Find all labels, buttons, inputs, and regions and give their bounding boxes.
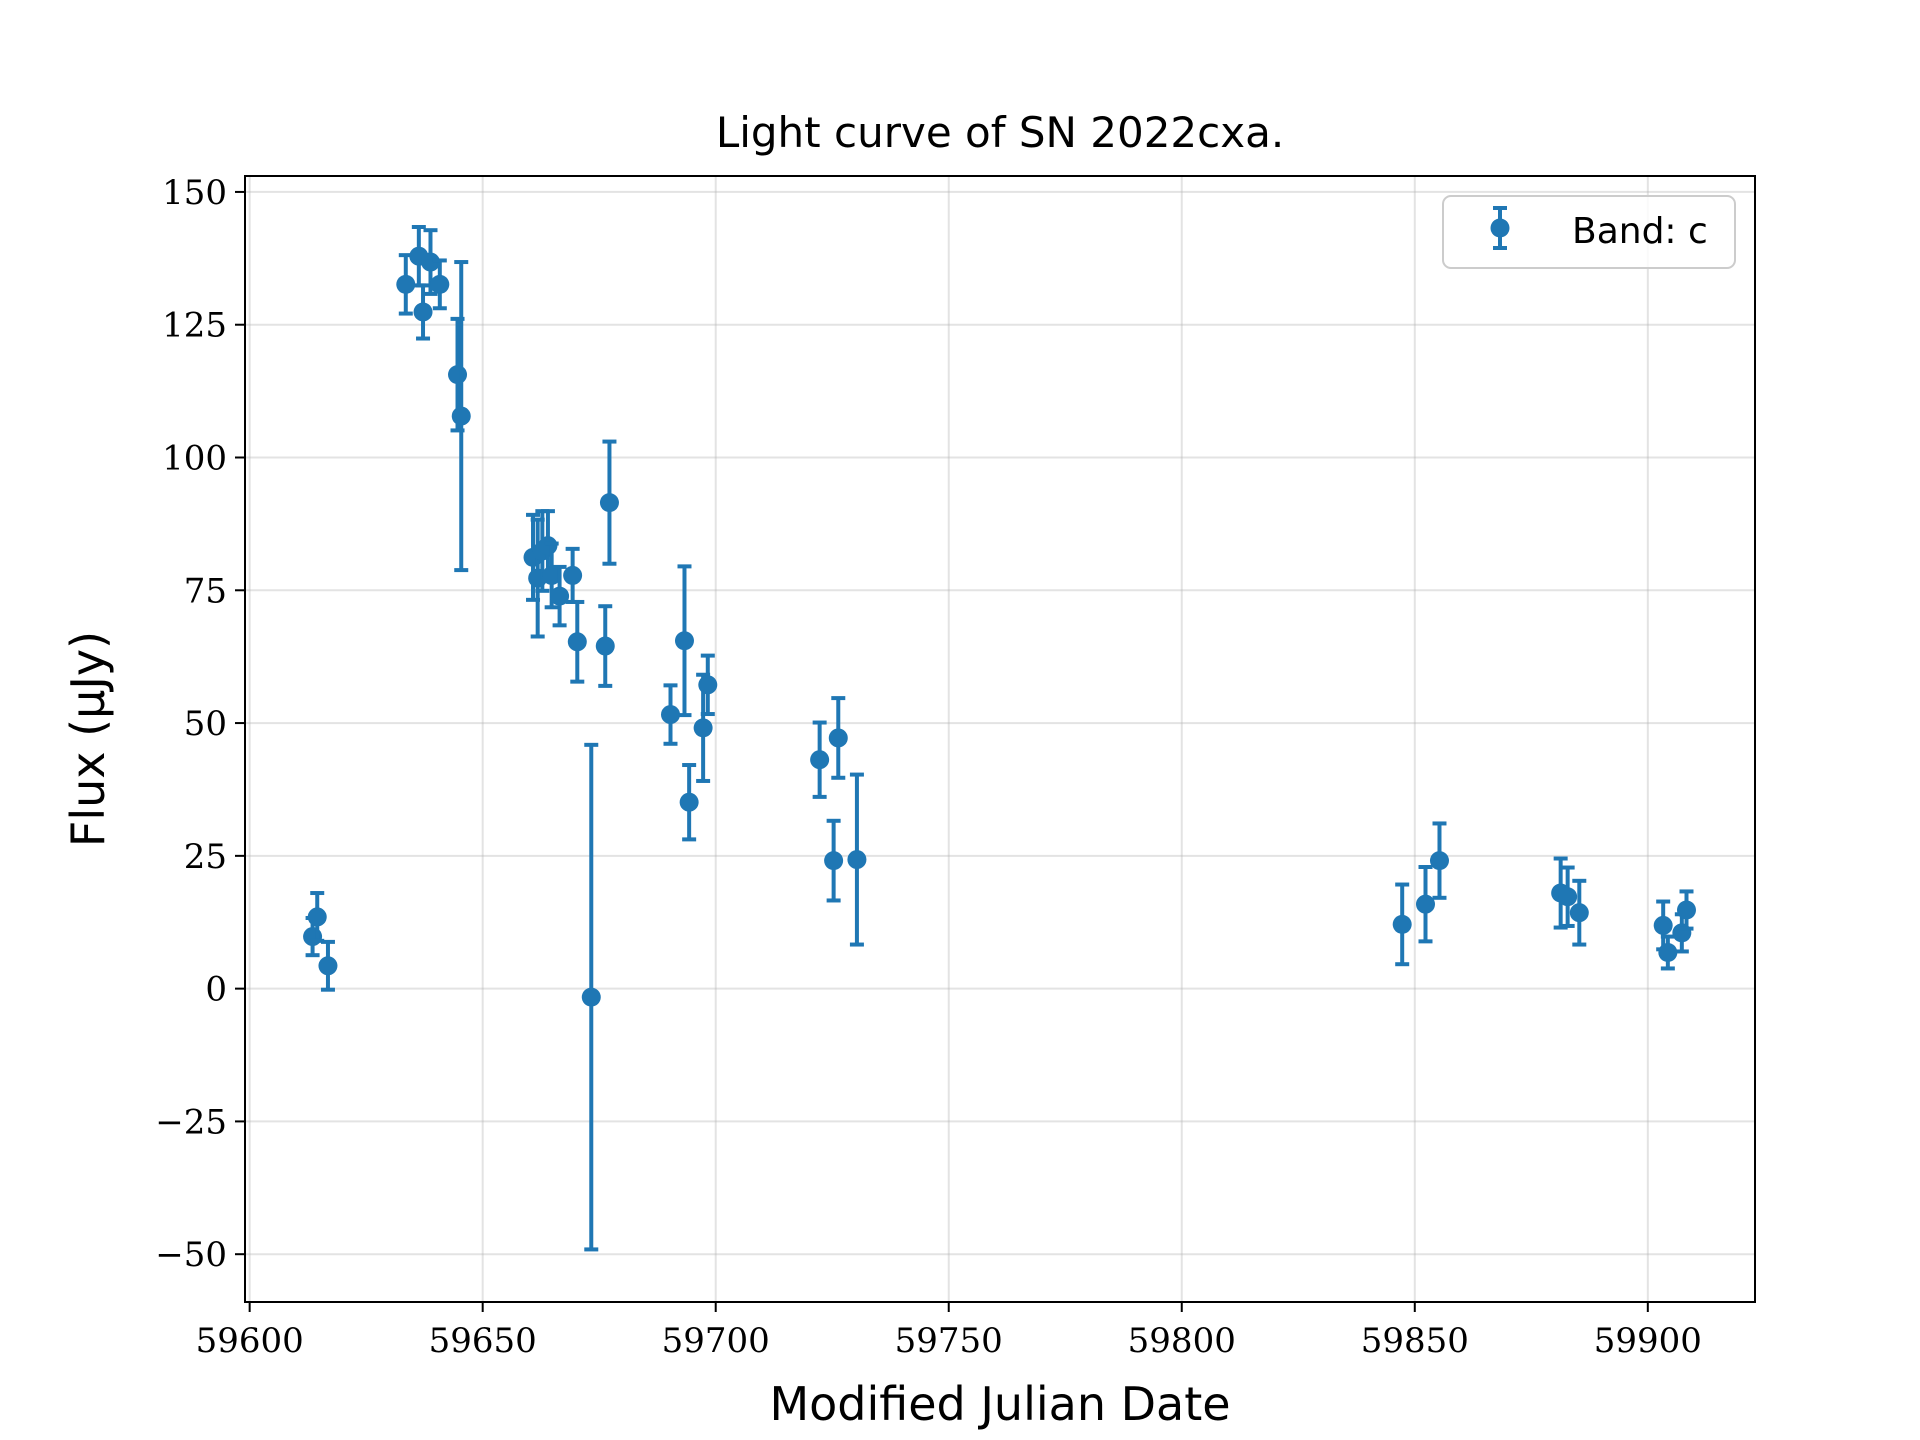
data-point: [413, 283, 433, 341]
y-tick-label: 0: [205, 970, 227, 1010]
data-marker: [693, 718, 713, 738]
data-marker: [595, 636, 615, 656]
data-marker: [542, 565, 562, 585]
data-point: [451, 260, 471, 573]
data-marker: [599, 493, 619, 513]
data-marker: [1392, 914, 1412, 934]
data-point: [828, 696, 848, 780]
data-marker: [420, 252, 440, 272]
data-marker: [1658, 943, 1678, 963]
data-marker: [1676, 900, 1696, 920]
y-tick-label: 50: [184, 704, 227, 744]
x-tick-label: 59700: [662, 1321, 770, 1361]
data-point: [595, 604, 615, 688]
data-point: [318, 939, 338, 992]
data-point: [661, 683, 681, 746]
data-point: [674, 564, 694, 718]
data-point: [550, 564, 570, 628]
y-tick-label: 25: [184, 837, 227, 877]
data-point: [599, 439, 619, 566]
data-marker: [413, 302, 433, 322]
data-marker: [451, 406, 471, 426]
legend: Band: c: [1442, 195, 1736, 269]
legend-marker: [1490, 206, 1510, 250]
data-point: [679, 763, 699, 842]
legend-label: Band: c: [1572, 211, 1708, 252]
data-marker: [550, 586, 570, 606]
data-marker: [1490, 218, 1510, 238]
data-marker: [1558, 887, 1578, 907]
data-point: [847, 772, 867, 947]
data-point: [1676, 889, 1696, 931]
data-marker: [567, 632, 587, 652]
data-marker: [828, 728, 848, 748]
data-point: [581, 742, 601, 1252]
x-tick-label: 59800: [1128, 1321, 1236, 1361]
data-marker: [448, 365, 468, 385]
legend-box: [1442, 195, 1736, 269]
y-tick-label: 150: [162, 173, 227, 213]
data-marker: [307, 907, 327, 927]
data-point: [810, 720, 830, 799]
data-point: [1392, 882, 1412, 967]
data-marker: [1429, 851, 1449, 871]
data-marker: [661, 705, 681, 725]
plot-frame: [244, 175, 1756, 1303]
x-tick-label: 59750: [895, 1321, 1003, 1361]
y-axis-label: Flux (μJy): [61, 631, 115, 847]
data-marker: [563, 565, 583, 585]
data-point: [698, 653, 718, 717]
y-tick-label: −50: [155, 1235, 227, 1275]
data-marks: [303, 224, 1696, 1252]
y-tick-label: 125: [162, 306, 227, 346]
x-tick-label: 59600: [196, 1321, 304, 1361]
data-marker: [538, 536, 558, 556]
chart-title: Light curve of SN 2022cxa.: [716, 108, 1284, 157]
data-point: [1429, 821, 1449, 900]
y-tick-label: 100: [162, 439, 227, 479]
y-tick-label: −25: [155, 1102, 227, 1142]
data-marker: [1653, 915, 1673, 935]
data-point: [1658, 934, 1678, 971]
x-tick-label: 59900: [1594, 1321, 1702, 1361]
data-marker: [581, 987, 601, 1007]
data-marker: [430, 274, 450, 294]
data-marker: [824, 851, 844, 871]
y-tick-label: 75: [184, 571, 227, 611]
data-marker: [847, 850, 867, 870]
data-marker: [698, 675, 718, 695]
data-point: [1569, 878, 1589, 947]
data-point: [1558, 865, 1578, 928]
x-axis-label: Modified Julian Date: [769, 1377, 1230, 1431]
data-marker: [318, 956, 338, 976]
axis-ticks: 59600 59650 59700 59750 59800 59850 59900 −50 −2…: [155, 173, 1702, 1361]
data-point: [1416, 865, 1436, 944]
data-point: [1490, 206, 1510, 250]
data-marker: [1569, 903, 1589, 923]
data-point: [430, 258, 450, 311]
data-marker: [810, 750, 830, 770]
data-point: [824, 818, 844, 903]
data-marker: [679, 792, 699, 812]
x-tick-label: 59850: [1361, 1321, 1469, 1361]
data-marker: [674, 631, 694, 651]
data-marker: [396, 274, 416, 294]
x-tick-label: 59650: [429, 1321, 537, 1361]
data-point: [567, 599, 587, 684]
data-marker: [1416, 894, 1436, 914]
grid-lines: [245, 176, 1755, 1302]
